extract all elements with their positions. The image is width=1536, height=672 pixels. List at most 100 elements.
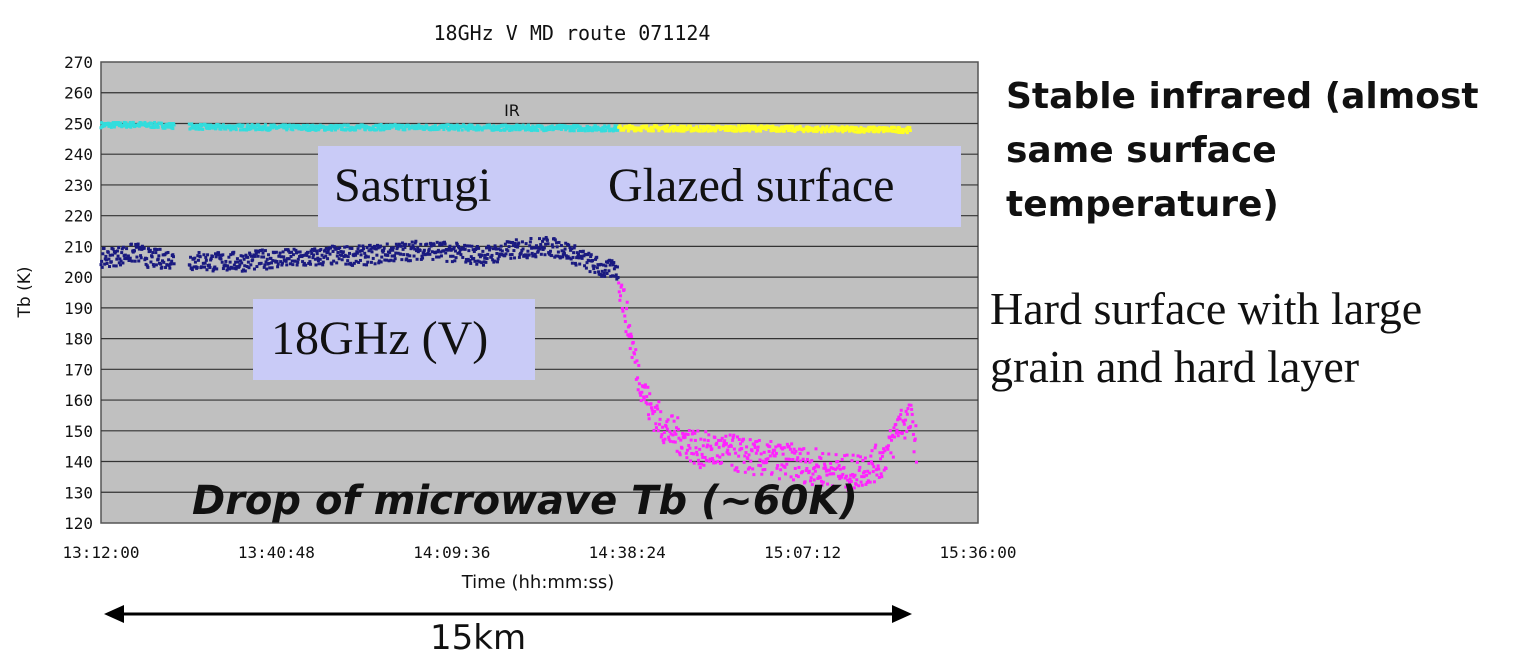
data-point xyxy=(673,124,677,128)
data-point xyxy=(139,256,143,260)
data-point xyxy=(608,258,612,262)
data-point xyxy=(480,261,484,265)
data-point xyxy=(426,251,430,255)
data-point xyxy=(171,255,175,259)
data-point xyxy=(614,128,618,132)
data-point xyxy=(890,438,894,442)
data-point xyxy=(310,247,314,251)
data-point xyxy=(814,447,818,451)
data-point xyxy=(204,258,208,262)
data-point xyxy=(322,125,326,129)
data-point xyxy=(791,458,795,462)
data-point xyxy=(561,255,565,259)
data-point xyxy=(347,262,351,266)
data-point xyxy=(654,426,658,430)
data-point xyxy=(527,253,531,257)
data-point xyxy=(908,126,912,130)
data-point xyxy=(191,124,195,128)
data-point xyxy=(333,128,337,132)
data-point xyxy=(415,257,419,261)
data-point xyxy=(803,480,807,484)
data-point xyxy=(651,412,655,416)
data-point xyxy=(623,320,627,324)
data-point xyxy=(823,464,827,468)
data-point xyxy=(859,480,863,484)
data-point xyxy=(557,127,561,131)
distance-label: 15km xyxy=(430,618,527,658)
data-point xyxy=(332,245,336,249)
data-point xyxy=(758,458,762,462)
data-point xyxy=(172,262,176,266)
data-point xyxy=(513,241,517,245)
data-point xyxy=(460,128,464,132)
data-point xyxy=(545,238,549,242)
data-point xyxy=(527,123,531,127)
data-point xyxy=(252,124,256,128)
data-point xyxy=(215,252,219,256)
data-point xyxy=(226,264,230,268)
data-point xyxy=(417,123,421,127)
data-point xyxy=(470,123,474,127)
data-point xyxy=(172,123,176,127)
data-point xyxy=(695,450,699,454)
data-point xyxy=(647,417,651,421)
data-point xyxy=(541,239,545,243)
data-point xyxy=(712,461,716,465)
data-point xyxy=(453,259,457,263)
data-point xyxy=(798,447,802,451)
data-point xyxy=(382,248,386,252)
data-point xyxy=(753,446,757,450)
data-point xyxy=(208,265,212,269)
data-point xyxy=(513,256,517,260)
data-point xyxy=(688,446,692,450)
data-point xyxy=(704,458,708,462)
data-point xyxy=(825,125,829,129)
data-point xyxy=(453,249,457,253)
data-point xyxy=(168,266,172,270)
data-point xyxy=(171,122,175,126)
data-point xyxy=(848,477,852,481)
data-point xyxy=(346,259,350,263)
data-point xyxy=(577,256,581,260)
data-point xyxy=(895,428,899,432)
data-point xyxy=(319,248,323,252)
data-point xyxy=(737,437,741,441)
glazed-surface-label: Glazed surface xyxy=(608,159,895,212)
data-point xyxy=(538,247,542,251)
data-point xyxy=(234,260,238,264)
data-point xyxy=(655,404,659,408)
data-point xyxy=(773,448,777,452)
data-point xyxy=(567,243,571,247)
data-point xyxy=(433,123,437,127)
data-point xyxy=(698,129,702,133)
data-point xyxy=(236,260,240,264)
data-point xyxy=(805,127,809,131)
data-point xyxy=(193,256,197,260)
data-point xyxy=(429,244,433,248)
data-point xyxy=(137,259,141,263)
data-point xyxy=(377,261,381,265)
data-point xyxy=(795,125,799,129)
data-point xyxy=(224,127,228,131)
data-point xyxy=(240,261,244,265)
data-point xyxy=(548,127,552,131)
data-point xyxy=(899,408,903,412)
data-point xyxy=(243,269,247,273)
data-point xyxy=(517,124,521,128)
data-point xyxy=(201,127,205,131)
drop-annotation: Drop of microwave Tb (~60K) xyxy=(192,478,858,524)
data-point xyxy=(569,248,573,252)
data-point xyxy=(309,123,313,127)
data-point xyxy=(615,128,619,132)
data-point xyxy=(751,467,755,471)
data-point xyxy=(534,255,538,259)
data-point xyxy=(270,261,274,265)
data-point xyxy=(686,432,690,436)
data-point xyxy=(103,124,107,128)
data-point xyxy=(298,250,302,254)
data-point xyxy=(488,248,492,252)
data-point xyxy=(617,281,621,285)
data-point xyxy=(138,245,142,249)
data-point xyxy=(437,255,441,259)
ir-series-label: IR xyxy=(504,101,520,120)
